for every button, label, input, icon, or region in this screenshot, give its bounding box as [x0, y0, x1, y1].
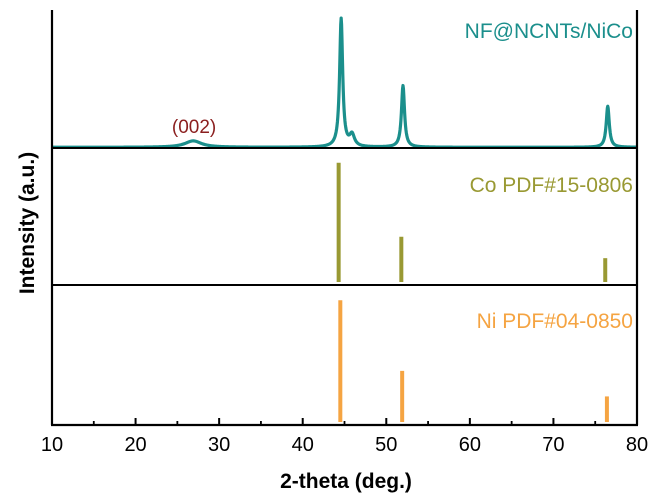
x-tick-label: 40 [292, 434, 314, 456]
x-tick-label: 70 [542, 434, 564, 456]
x-tick-label: 60 [459, 434, 481, 456]
series-label-ni-pdf: Ni PDF#04-0850 [477, 310, 633, 333]
series-label-nf-ncnts-nico: NF@NCNTs/NiCo [465, 20, 633, 43]
x-tick-label: 20 [124, 434, 146, 456]
plot-area: (002) NF@NCNTs/NiCo Co PDF#15-0806 Ni PDF#0… [50, 16, 639, 422]
peak-annotation: (002) [172, 117, 216, 138]
x-tick-label: 30 [208, 434, 230, 456]
x-tick-label: 50 [375, 434, 397, 456]
x-axis-ticks: 10 20 30 40 50 60 70 80 [41, 418, 648, 456]
series-label-co-pdf: Co PDF#15-0806 [470, 174, 633, 197]
x-tick-label: 80 [626, 434, 648, 456]
y-axis-title: Intensity (a.u.) [16, 152, 39, 294]
axes [50, 10, 639, 427]
x-axis-title: 2-theta (deg.) [280, 470, 412, 493]
x-tick-label: 10 [41, 434, 63, 456]
